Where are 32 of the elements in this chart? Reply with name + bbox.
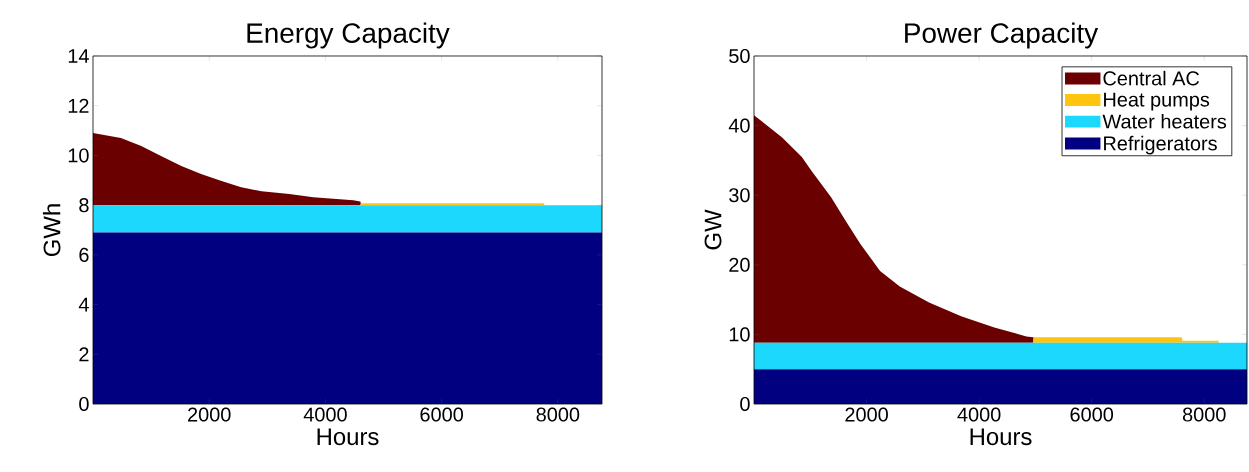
y-tick-label: 0 bbox=[740, 396, 750, 412]
x-tick-label: 2000 bbox=[845, 407, 888, 422]
x-tick-label: 6000 bbox=[1070, 407, 1114, 422]
chart-title: Energy Capacity bbox=[247, 22, 450, 49]
y-tick-label: 50 bbox=[729, 48, 750, 64]
y-tick-label: 14 bbox=[68, 49, 89, 63]
y-tick-label: 10 bbox=[729, 327, 750, 342]
x-axis-title: Hours bbox=[317, 428, 379, 446]
y-tick-label: 8 bbox=[79, 198, 89, 213]
chart-title: Power Capacity bbox=[905, 22, 1099, 49]
x-axis-title: Hours bbox=[970, 428, 1032, 446]
y-axis-title: GW bbox=[704, 209, 722, 250]
x-tick-label: 4000 bbox=[303, 407, 347, 422]
y-tick-label: 2 bbox=[79, 347, 89, 362]
y-axis-title: GWh bbox=[42, 204, 61, 257]
y-tick-label: 6 bbox=[79, 247, 89, 262]
y-tick-label: 40 bbox=[728, 118, 750, 133]
x-tick-label: 8000 bbox=[1182, 407, 1226, 422]
y-tick-label: 4 bbox=[78, 297, 89, 312]
y-tick-label: 20 bbox=[729, 257, 750, 272]
y-tick-label: 12 bbox=[68, 98, 89, 113]
y-tick-label: 0 bbox=[79, 396, 89, 412]
legend-label: Refrigerators bbox=[1104, 135, 1217, 155]
y-tick-label: 30 bbox=[729, 188, 750, 203]
legend-label: Central AC bbox=[1103, 70, 1200, 86]
y-tick-label: 10 bbox=[68, 148, 89, 163]
x-tick-label: 6000 bbox=[420, 407, 463, 422]
x-tick-label: 8000 bbox=[536, 407, 580, 422]
legend-label: Water heaters bbox=[1102, 113, 1227, 129]
x-tick-label: 2000 bbox=[188, 407, 231, 422]
legend-label: Heat pumps bbox=[1104, 92, 1210, 111]
x-tick-label: 4000 bbox=[957, 407, 1001, 422]
